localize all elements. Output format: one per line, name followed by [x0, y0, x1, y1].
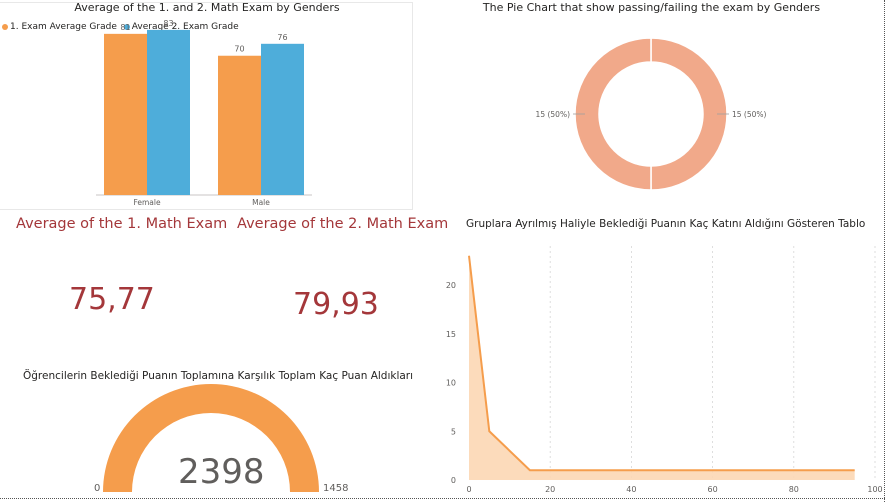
pie-slice-1 [650, 37, 728, 191]
area-fill [469, 255, 855, 480]
x-tick-label: 40 [626, 485, 636, 494]
bar-male-series-1 [218, 55, 261, 195]
legend-label-series-2: Average 2. Exam Grade [131, 22, 239, 32]
x-tick-label: 60 [708, 485, 718, 494]
bar-female-series-2 [147, 29, 190, 195]
pie-chart-svg: 15 (50%) 15 (50%) [536, 37, 767, 191]
bar-panel-border [0, 2, 413, 210]
bar-data-label: 81 [120, 23, 130, 32]
area-chart-panel: Gruplara Ayrılmış Haliyle Beklediği Puan… [440, 212, 889, 502]
kpi-2-value: 79,93 [293, 287, 379, 322]
gauge-panel: Öğrencilerin Beklediği Puanın Toplamına … [0, 360, 440, 502]
frame-right-border [884, 0, 885, 502]
bar-chart-panel: Average of the 1. and 2. Math Exam by Ge… [0, 0, 414, 212]
frame-bottom-border [0, 498, 885, 499]
gauge-max-label: 1458 [323, 483, 349, 494]
x-tick-label: 100 [867, 485, 882, 494]
gauge-arc [103, 384, 319, 492]
bar-chart-svg: 81 83 Female 70 76 Male [96, 19, 312, 207]
kpi-1-value: 75,77 [69, 282, 155, 317]
x-tick-label: 80 [789, 485, 799, 494]
legend-item-series-2: Average 2. Exam Grade [123, 22, 239, 32]
x-tick-label: Female [133, 198, 161, 207]
bar-chart-title: Average of the 1. and 2. Math Exam by Ge… [74, 1, 340, 14]
bar-data-label: 70 [234, 45, 244, 54]
legend-swatch-series-1 [2, 24, 8, 30]
gauge-svg [103, 384, 319, 492]
y-tick-label: 20 [446, 281, 456, 290]
area-chart-svg: 0 20 40 60 80 100 0 5 10 15 20 [446, 246, 883, 494]
legend-label-series-1: 1. Exam Average Grade [10, 22, 117, 32]
kpi-2-label: Average of the 2. Math Exam [237, 216, 449, 232]
bar-data-label: 83 [163, 19, 173, 28]
pie-chart-title: The Pie Chart that show passing/failing … [482, 1, 821, 14]
kpi-1-label: Average of the 1. Math Exam [16, 216, 228, 232]
y-tick-label: 0 [451, 476, 456, 485]
y-tick-label: 15 [446, 330, 456, 339]
pie-slice-label: 15 (50%) [732, 110, 767, 119]
legend-item-series-1: 1. Exam Average Grade [2, 22, 117, 32]
pie-slice-2 [574, 37, 652, 191]
y-tick-label: 10 [446, 379, 456, 388]
bar-male-series-2 [261, 43, 304, 195]
x-tick-label: Male [252, 198, 270, 207]
area-chart-title: Gruplara Ayrılmış Haliyle Beklediği Puan… [466, 218, 866, 230]
gauge-title: Öğrencilerin Beklediği Puanın Toplamına … [23, 370, 414, 382]
legend-swatch-series-2 [123, 24, 130, 30]
gauge-min-label: 0 [94, 483, 101, 494]
bar-female-series-1 [104, 33, 147, 195]
x-tick-label: 0 [466, 485, 471, 494]
pie-slice-label: 15 (50%) [536, 110, 571, 119]
gauge-value: 2398 [178, 452, 265, 492]
area-line [468, 255, 855, 472]
x-tick-label: 20 [545, 485, 555, 494]
y-tick-label: 5 [451, 427, 456, 436]
bar-chart-legend: 1. Exam Average Grade Average 2. Exam Gr… [2, 22, 243, 33]
bar-data-label: 76 [277, 33, 287, 42]
pie-chart-panel: The Pie Chart that show passing/failing … [414, 0, 889, 212]
